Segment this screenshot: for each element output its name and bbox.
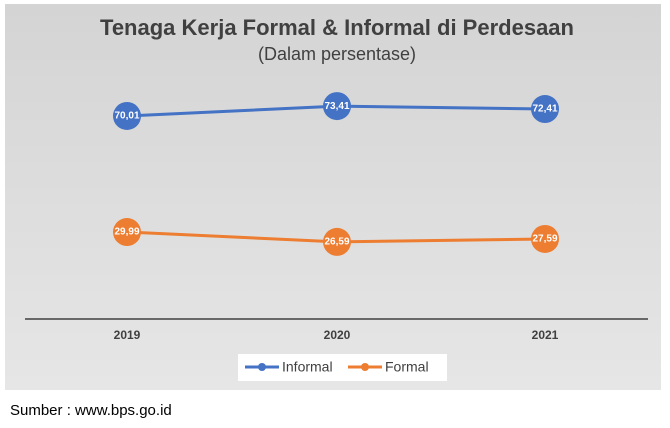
x-tick-label: 2019 bbox=[114, 328, 141, 342]
x-tick-label: 2020 bbox=[324, 328, 351, 342]
data-label: 29,99 bbox=[114, 227, 139, 238]
legend-marker bbox=[361, 363, 369, 371]
chart-background bbox=[5, 4, 661, 390]
data-label: 73,41 bbox=[324, 101, 349, 112]
data-point bbox=[323, 227, 351, 256]
chart-title: Tenaga Kerja Formal & Informal di Perdes… bbox=[100, 15, 574, 40]
chart-subtitle: (Dalam persentase) bbox=[258, 44, 416, 64]
data-label: 70,01 bbox=[114, 111, 139, 122]
data-point bbox=[323, 92, 351, 121]
source-note: Sumber : www.bps.go.id bbox=[10, 402, 172, 419]
data-point bbox=[531, 95, 559, 124]
legend-marker bbox=[258, 363, 266, 371]
data-point bbox=[113, 101, 141, 130]
data-point bbox=[113, 218, 141, 247]
data-label: 72,41 bbox=[532, 104, 557, 115]
data-point bbox=[531, 224, 559, 253]
data-label: 27,59 bbox=[532, 234, 557, 245]
data-label: 26,59 bbox=[324, 237, 349, 248]
x-tick-label: 2021 bbox=[532, 328, 559, 342]
legend-label: Informal bbox=[282, 359, 333, 375]
legend-label: Formal bbox=[385, 359, 429, 375]
